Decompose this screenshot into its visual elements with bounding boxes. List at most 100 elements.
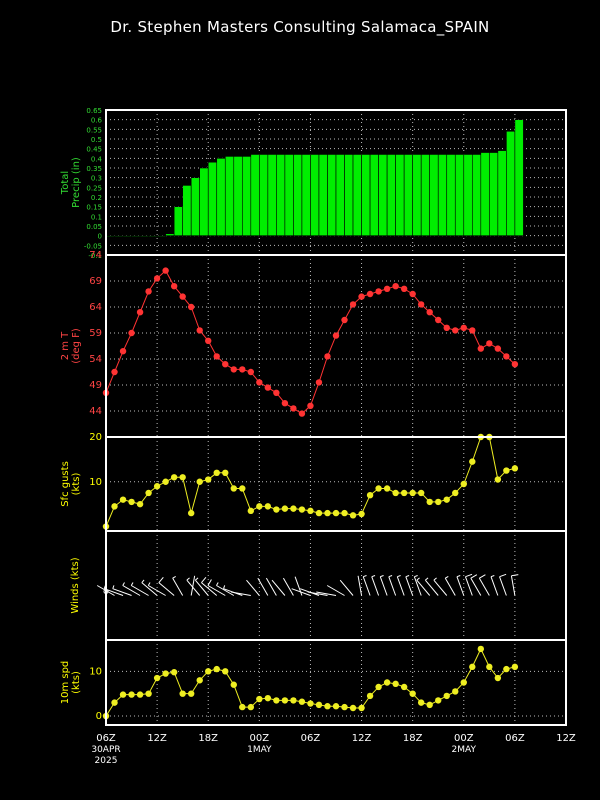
wind-barb-staff (122, 585, 141, 596)
wind-barb-flag (122, 582, 125, 586)
wind-barb-staff (362, 576, 371, 596)
y-tick-label: 10 (89, 666, 102, 677)
temp-point (264, 384, 272, 391)
precip-bar (267, 154, 277, 236)
wind10m-point (281, 697, 289, 704)
temp-point (230, 366, 237, 373)
wind-barb-flag (380, 575, 384, 578)
wind10m-point (460, 679, 467, 686)
temp-point (128, 329, 135, 337)
temp-point (196, 327, 203, 334)
wind-barb-staff (510, 575, 516, 596)
precip-bar (412, 154, 422, 236)
precip-bar (105, 235, 115, 237)
precip-bar (250, 154, 260, 236)
precip-bar (361, 154, 371, 236)
wind-barb-flag (470, 574, 478, 579)
gusts-point (264, 503, 272, 510)
y-tick-label: 0 (96, 711, 102, 722)
temp-point (383, 285, 391, 292)
wind-barb-flag (130, 582, 134, 586)
temp-point (375, 288, 382, 295)
precip-bar (489, 152, 499, 236)
wind10m-point (349, 704, 357, 712)
gusts-point (375, 485, 382, 492)
precip-bar (420, 154, 431, 236)
wind-barb-staff (186, 579, 201, 596)
gusts-point (205, 476, 212, 483)
gusts-point (435, 498, 442, 506)
gusts-point (452, 489, 459, 497)
gusts-point (341, 509, 348, 517)
wind-barb-flag (158, 576, 164, 583)
gusts-point (222, 469, 229, 477)
wind-barb-flag (388, 575, 393, 578)
y-axis-label: Total (60, 171, 71, 195)
y-tick-label: 49 (89, 380, 102, 391)
precip-bar (233, 156, 243, 236)
wind10m-point (332, 703, 340, 710)
temp-point (111, 368, 118, 376)
wind10m-point (315, 701, 323, 709)
wind10m-point (511, 663, 519, 671)
wind-barb-flag (363, 575, 367, 578)
wind-barb-flag (433, 577, 437, 581)
y-tick-label: 54 (89, 354, 102, 365)
precip-bar (276, 154, 286, 236)
wind-barb-staff (141, 582, 158, 596)
panel-frame (105, 639, 567, 726)
wind10m-point (239, 703, 246, 711)
wind-barb-staff (216, 585, 235, 596)
precip-bar (199, 167, 209, 236)
precip-bar (301, 154, 311, 236)
gusts-point (153, 483, 161, 490)
x-tick-label: 12Z (556, 733, 576, 744)
precip-bar (395, 154, 405, 236)
gusts-point (494, 476, 502, 483)
wind10m-point (153, 674, 161, 682)
wind-barb-staff (424, 579, 439, 596)
wind-barb-staff (265, 577, 277, 596)
y-tick-label: 0.05 (86, 223, 102, 231)
wind10m-point (375, 683, 382, 691)
wind-barb-flag (186, 577, 190, 581)
wind10m-point (213, 665, 220, 673)
wind-barb-staff (396, 576, 405, 596)
wind-barb-staff (371, 576, 380, 596)
x-tick-label: 18Z (198, 733, 218, 744)
wind10m-point (503, 665, 510, 673)
precip-bar (369, 154, 379, 236)
y-axis-label: Precip (in) (71, 157, 82, 208)
precip-bar (216, 158, 226, 236)
wind-barb-staff (190, 575, 196, 596)
wind10m-point (162, 670, 169, 677)
wind-barb-staff (499, 576, 507, 596)
temp-point (494, 345, 502, 352)
temp-point (119, 348, 127, 355)
gusts-point (187, 509, 195, 517)
precip-bar (139, 235, 149, 237)
y-tick-label: -0.05 (84, 242, 102, 250)
precip-bar (437, 154, 448, 236)
temp-point (477, 345, 485, 352)
gusts-point (136, 500, 144, 508)
y-axis-label: (kts) (71, 473, 82, 496)
gusts-point (392, 489, 399, 497)
wind10m-point (290, 697, 297, 704)
gusts-point (469, 458, 476, 465)
wind10m-point (273, 697, 280, 704)
gusts-point (170, 474, 178, 481)
x-tick-label: 06Z (301, 733, 321, 744)
y-tick-label: 0.1 (91, 213, 102, 221)
gusts-point (256, 503, 263, 510)
precip-bar (131, 235, 141, 237)
gusts-point (273, 506, 280, 513)
y-tick-label: 69 (89, 276, 102, 287)
precip-bar (378, 154, 388, 236)
precip-bar (497, 150, 507, 236)
gusts-point (247, 507, 255, 515)
wind-barb-flag (216, 582, 219, 586)
wind-barb-staff (294, 576, 303, 596)
precip-bar (148, 235, 158, 237)
